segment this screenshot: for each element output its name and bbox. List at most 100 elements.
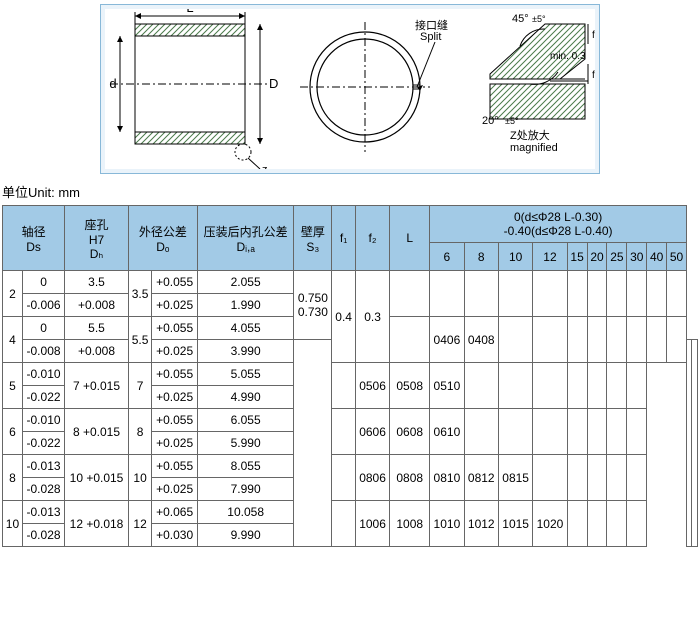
cell [464,409,498,455]
cell: +0.065 [152,501,198,524]
cell [533,271,567,317]
cell [567,409,587,455]
cell: 0815 [498,455,532,501]
hdr-Lcol: 6 [430,243,464,271]
cell [567,455,587,501]
hdr-do: 外径公差 Dₒ [128,206,197,271]
cell: +0.008 [65,340,129,363]
svg-text:±5°: ±5° [505,116,519,126]
svg-text:Split: Split [420,31,441,43]
cell [587,271,607,317]
cell: 4.990 [197,386,293,409]
cell [607,501,627,547]
hdr-Lcol: 30 [627,243,647,271]
cell: 2 [3,271,23,317]
cell: +0.055 [152,271,198,294]
hdr-Lcol: 15 [567,243,587,271]
cell: 6 [3,409,23,455]
cell [587,317,607,363]
cell: +0.055 [152,409,198,432]
cell [332,455,356,501]
cell [567,317,587,363]
cell [498,317,532,363]
cell: 1008 [390,501,430,547]
cell: 4 [3,317,23,363]
cell: -0.010 [22,363,64,386]
cell [627,409,647,455]
cell [567,271,587,317]
cell [332,501,356,547]
cell: -0.013 [22,501,64,524]
cell: 3.5 [128,271,152,317]
cell: 10 [3,501,23,547]
cell [607,455,627,501]
svg-text:±5°: ±5° [532,14,546,24]
svg-text:magnified: magnified [510,142,558,154]
cell: 8.055 [197,455,293,478]
cell: 0.750 0.730 [294,271,332,340]
cell [587,455,607,501]
cell [692,340,698,547]
cell: 8 +0.015 [65,409,129,455]
hdr-ds: 轴径 Ds [3,206,65,271]
cell [332,409,356,455]
cell: 0506 [355,363,389,409]
cell: 0608 [390,409,430,455]
cell: -0.010 [22,409,64,432]
spec-table: 轴径 Ds 座孔 H7 Dₕ 外径公差 Dₒ 压装后内孔公差 Dᵢ,ₐ 壁厚 S… [2,205,698,547]
hdr-Lcol: 20 [587,243,607,271]
cell [498,271,532,317]
hdr-Lcol: 25 [607,243,627,271]
cell [607,409,627,455]
cell: 5.055 [197,363,293,386]
cell: +0.025 [152,340,198,363]
hdr-Lcol: 8 [464,243,498,271]
cell: +0.055 [152,363,198,386]
cell [294,340,332,547]
hdr-Lcol: 12 [533,243,567,271]
cell [667,317,687,363]
cell: 4.055 [197,317,293,340]
cell: 1015 [498,501,532,547]
hdr-Lcol: 50 [667,243,687,271]
cell [390,271,430,317]
cell [627,271,647,317]
svg-text:f₂: f₂ [592,30,595,41]
cell [464,271,498,317]
cell: 8 [3,455,23,501]
cell [464,363,498,409]
hdr-dia: 压装后内孔公差 Dᵢ,ₐ [197,206,293,271]
cell: 0 [22,271,64,294]
cell: -0.006 [22,294,64,317]
cell [607,363,627,409]
cell [533,363,567,409]
cell [498,409,532,455]
cell: 0510 [430,363,464,409]
cell: +0.030 [152,524,198,547]
cell: 1006 [355,501,389,547]
svg-text:D: D [269,76,278,91]
cell: 0508 [390,363,430,409]
cell: 5 [3,363,23,409]
svg-text:f₁: f₁ [592,70,595,81]
svg-text:45°: 45° [512,13,529,25]
cell: +0.055 [152,455,198,478]
svg-text:Z处放大: Z处放大 [510,128,550,142]
cell: 0810 [430,455,464,501]
cell: 0406 [430,317,464,363]
hdr-L: L [390,206,430,271]
cell: +0.025 [152,294,198,317]
cell: 0.3 [355,271,389,363]
cell [647,271,667,317]
cell: 0806 [355,455,389,501]
cell: 1.990 [197,294,293,317]
svg-text:L: L [186,9,193,15]
cell [332,363,356,409]
cell: 3.5 [65,271,129,294]
cell [567,363,587,409]
cell: 1012 [464,501,498,547]
cell: -0.022 [22,386,64,409]
cell [587,501,607,547]
hdr-Lcol: 10 [498,243,532,271]
cell: 1010 [430,501,464,547]
